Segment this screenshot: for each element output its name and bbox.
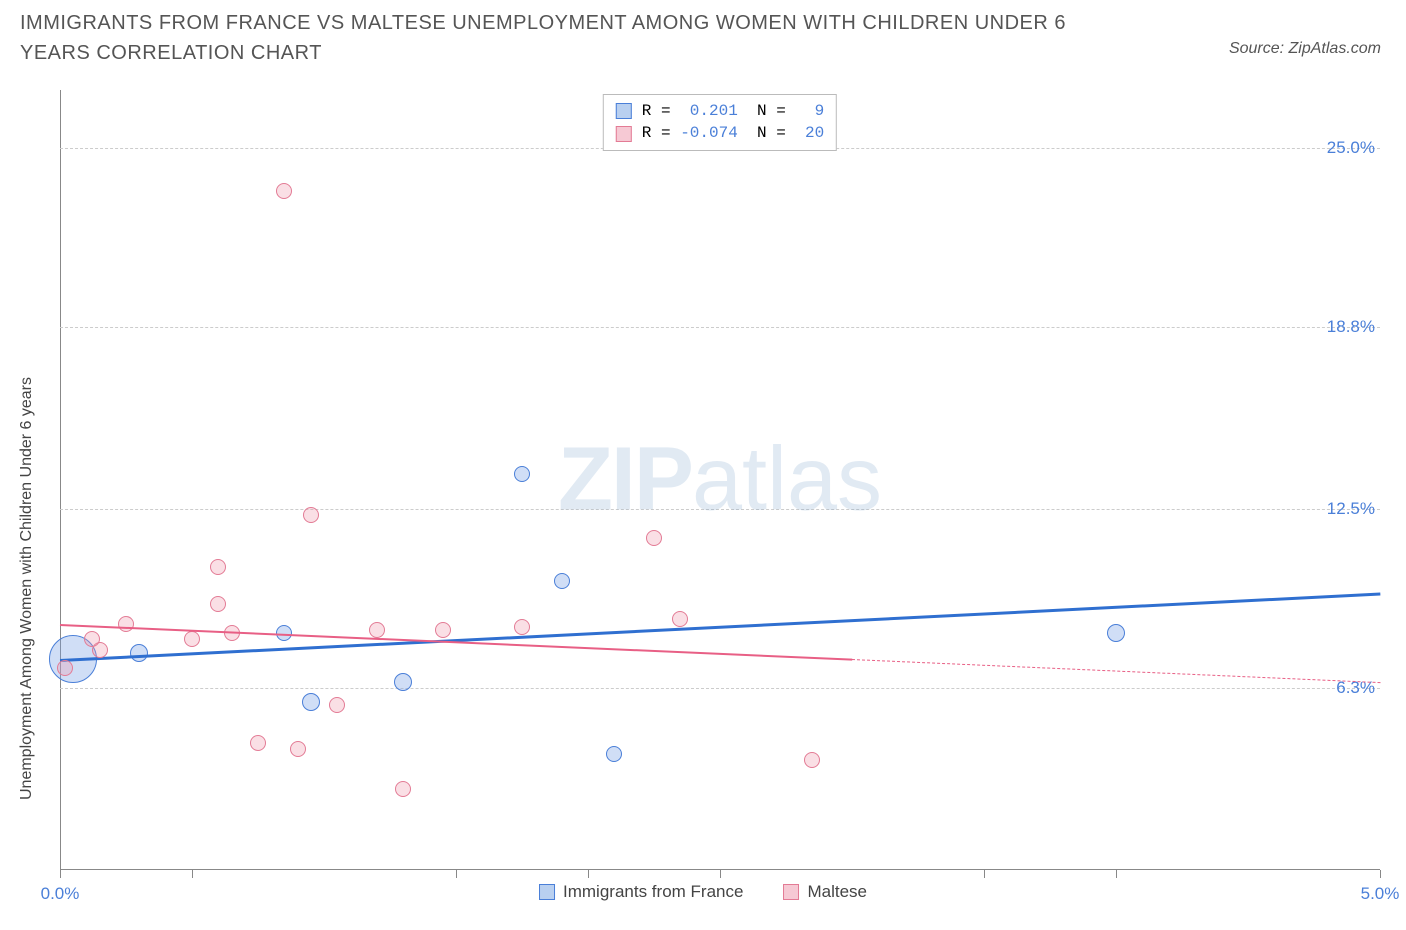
data-point-maltese <box>395 781 411 797</box>
data-point-france <box>130 644 148 662</box>
x-tick <box>192 870 193 878</box>
data-point-maltese <box>672 611 688 627</box>
data-point-maltese <box>290 741 306 757</box>
x-tick <box>60 870 61 878</box>
data-point-maltese <box>57 660 73 676</box>
trend-line <box>60 593 1380 662</box>
trend-line <box>852 659 1380 683</box>
legend-stats-text: R = 0.201 N = 9 <box>642 100 824 122</box>
y-axis <box>60 90 61 870</box>
data-point-maltese <box>514 619 530 635</box>
y-tick-label: 25.0% <box>1327 138 1385 158</box>
x-tick <box>1380 870 1381 878</box>
x-tick <box>984 870 985 878</box>
data-point-maltese <box>329 697 345 713</box>
data-point-france <box>606 746 622 762</box>
legend-stats-text: R = -0.074 N = 20 <box>642 122 824 144</box>
y-tick-label: 18.8% <box>1327 317 1385 337</box>
data-point-france <box>394 673 412 691</box>
data-point-maltese <box>210 559 226 575</box>
y-axis-label: Unemployment Among Women with Children U… <box>18 377 36 800</box>
source-prefix: Source: <box>1229 40 1289 57</box>
data-point-maltese <box>118 616 134 632</box>
legend-swatch <box>783 884 799 900</box>
legend-stats: R = 0.201 N = 9R = -0.074 N = 20 <box>603 94 837 151</box>
legend-swatch <box>616 126 632 142</box>
data-point-maltese <box>303 507 319 523</box>
data-point-maltese <box>250 735 266 751</box>
chart-plot-area: 6.3%12.5%18.8%25.0%R = 0.201 N = 9R = -0… <box>60 90 1380 870</box>
legend-stats-row: R = 0.201 N = 9 <box>616 100 824 122</box>
legend-item: Maltese <box>783 882 867 902</box>
legend-series: Immigrants from France Maltese <box>539 882 867 902</box>
y-tick-label: 12.5% <box>1327 499 1385 519</box>
data-point-france <box>302 693 320 711</box>
data-point-france <box>554 573 570 589</box>
gridline <box>60 688 1380 689</box>
x-tick-label: 0.0% <box>41 884 80 904</box>
x-tick-label: 5.0% <box>1361 884 1400 904</box>
legend-label: Immigrants from France <box>563 882 743 902</box>
data-point-france <box>1107 624 1125 642</box>
data-point-maltese <box>210 596 226 612</box>
legend-swatch <box>616 103 632 119</box>
data-point-maltese <box>435 622 451 638</box>
x-tick <box>720 870 721 878</box>
legend-stats-row: R = -0.074 N = 20 <box>616 122 824 144</box>
source-attribution: Source: ZipAtlas.com <box>1229 40 1381 58</box>
data-point-maltese <box>84 631 100 647</box>
source-name: ZipAtlas.com <box>1289 40 1381 57</box>
x-tick <box>1116 870 1117 878</box>
x-tick <box>456 870 457 878</box>
data-point-maltese <box>369 622 385 638</box>
legend-swatch <box>539 884 555 900</box>
chart-title: IMMIGRANTS FROM FRANCE VS MALTESE UNEMPL… <box>20 8 1110 68</box>
trend-line <box>60 624 852 661</box>
legend-label: Maltese <box>807 882 867 902</box>
legend-item: Immigrants from France <box>539 882 743 902</box>
gridline <box>60 327 1380 328</box>
data-point-maltese <box>276 183 292 199</box>
gridline <box>60 509 1380 510</box>
x-tick <box>588 870 589 878</box>
data-point-france <box>514 466 530 482</box>
data-point-maltese <box>804 752 820 768</box>
data-point-maltese <box>646 530 662 546</box>
data-point-maltese <box>184 631 200 647</box>
